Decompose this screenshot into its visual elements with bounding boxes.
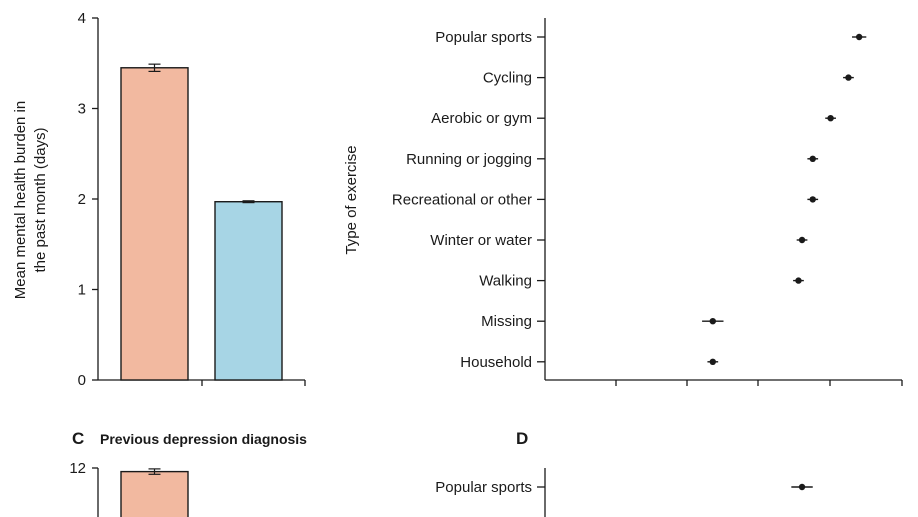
panel-b-category-label: Walking (479, 273, 532, 290)
panel-a-bar-chart: 0 1 2 3 4 Mean mental health burden in the p… (12, 10, 306, 389)
panel-d-dot-plot: D Popular sports (435, 429, 813, 517)
panel-b-point (798, 236, 806, 244)
panel-b-category-label: Missing (481, 313, 532, 330)
panel-a-y-tick-label: 1 (78, 282, 86, 299)
panel-d-letter: D (516, 429, 528, 448)
panel-b-category-label: Running or jogging (406, 151, 532, 168)
panel-a-bar (214, 201, 283, 381)
panel-b-category-label: Cycling (483, 70, 532, 87)
panel-b-ylabel: Type of exercise (343, 145, 360, 254)
panel-a-y-tick-label: 0 (78, 372, 86, 389)
panel-d-category-label: Popular sports (435, 479, 532, 496)
panel-a-y-tick-label: 2 (78, 191, 86, 208)
panel-c-y-tick-label: 12 (69, 460, 86, 477)
panel-b-category-label: Household (460, 354, 532, 371)
panel-b-point (795, 277, 802, 284)
panel-c-letter: C (72, 429, 84, 448)
panel-b-point (709, 318, 716, 325)
panel-b-category-label: Popular sports (435, 29, 532, 46)
panel-a-y-tick-label: 4 (78, 10, 86, 27)
panel-c-bar (120, 470, 189, 517)
panel-b-category-label: Recreational or other (392, 191, 532, 208)
panel-b-point (809, 196, 816, 203)
panel-d-point (798, 483, 806, 491)
panel-b-point (827, 115, 834, 122)
panel-a-y-tick-label: 3 (78, 101, 86, 118)
panel-b-point (855, 33, 863, 41)
panel-c-bar-chart: C Previous depression diagnosis 12 (69, 429, 307, 517)
panel-b-point (845, 74, 852, 81)
panel-a-ylabel-line1: Mean mental health burden in (12, 101, 29, 299)
panel-b-point (709, 358, 716, 365)
panel-a-bar (120, 67, 189, 381)
panel-b-dot-plot: Popular sports Cycling Aerobic or gym Runni… (343, 18, 903, 386)
panel-b-point (809, 155, 816, 162)
panel-a-ylabel-line2: the past month (days) (32, 127, 49, 272)
panel-b-category-label: Winter or water (430, 232, 532, 249)
panel-c-title: Previous depression diagnosis (100, 431, 307, 447)
panel-b-category-label: Aerobic or gym (431, 110, 532, 127)
